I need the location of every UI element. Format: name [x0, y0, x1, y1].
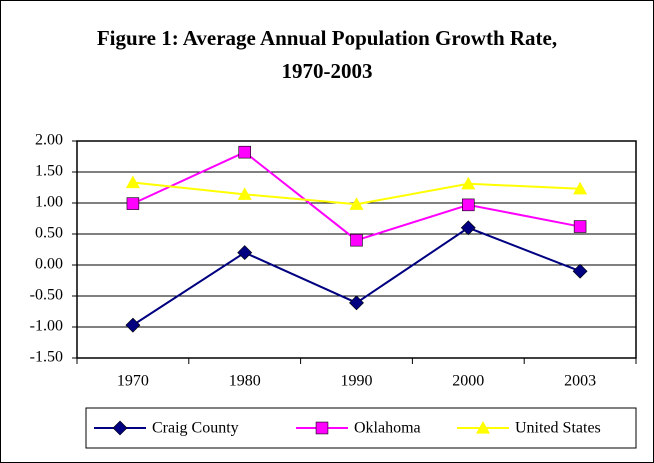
marker-diamond: [572, 263, 588, 279]
marker-diamond: [237, 245, 253, 261]
legend-label: United States: [515, 420, 601, 437]
y-tick-label: 1.00: [35, 194, 63, 211]
marker-diamond: [125, 317, 141, 333]
legend-box: [85, 407, 637, 449]
y-tick-label: 0.50: [35, 225, 63, 242]
y-tick-label: -0.50: [30, 287, 63, 304]
marker-triangle: [476, 421, 490, 434]
y-tick-label: 2.00: [35, 132, 63, 149]
x-tick-label: 2000: [452, 373, 484, 390]
x-tick-label: 2003: [564, 373, 596, 390]
x-tick-label: 1980: [229, 373, 261, 390]
marker-diamond: [349, 295, 364, 311]
marker-triangle: [573, 181, 588, 195]
y-tick-label: -1.50: [30, 349, 63, 366]
y-tick-label: 0.00: [35, 256, 63, 273]
marker-square: [238, 145, 251, 159]
y-tick-label: 1.50: [35, 163, 63, 180]
marker-square: [462, 198, 475, 212]
marker-square: [350, 233, 363, 247]
marker-triangle: [125, 175, 140, 189]
marker-triangle: [349, 197, 364, 210]
chart-title: Figure 1: Average Annual Population Grow…: [96, 26, 558, 83]
legend-label: Oklahoma: [354, 420, 421, 437]
marker-triangle: [237, 187, 252, 200]
marker-diamond: [460, 220, 476, 236]
x-tick-label: 1990: [341, 373, 373, 390]
marker-square: [126, 197, 140, 210]
legend-label: Craig County: [152, 420, 239, 437]
marker-diamond: [112, 420, 128, 436]
plot-border: [76, 140, 637, 359]
x-tick-label: 1970: [117, 373, 149, 390]
marker-triangle: [461, 176, 476, 190]
y-tick-label: -1.00: [30, 318, 63, 335]
marker-square: [315, 421, 329, 435]
marker-square: [573, 220, 587, 233]
